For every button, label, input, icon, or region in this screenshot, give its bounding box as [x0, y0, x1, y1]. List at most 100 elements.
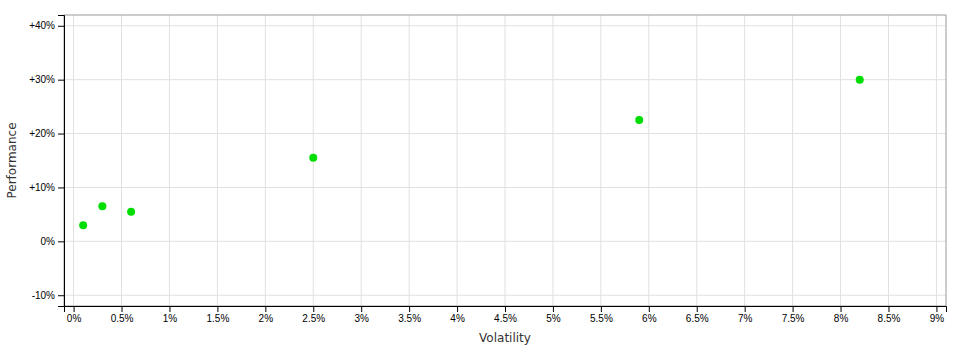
grid-line-x: [888, 15, 889, 306]
y-tick-label: 0%: [41, 236, 56, 247]
grid-line-x: [73, 15, 74, 306]
x-tick-mark: [457, 306, 458, 312]
x-tick: 0.5%: [111, 306, 134, 324]
y-tick: +20%: [29, 128, 64, 139]
x-axis-title: Volatility: [479, 331, 531, 345]
x-tick-mark: [936, 306, 937, 312]
y-tick: +30%: [29, 74, 64, 85]
x-tick-mark: [553, 306, 554, 312]
plot: 0% 0.5% 1% 1.5% 2% 2.5% 3% 3.5% 4% 4.5% 5% 5.5% 6% 6.…: [29, 15, 946, 324]
grid-line-x: [169, 15, 170, 306]
x-tick-label: 1.5%: [206, 313, 229, 324]
x-tick-mark: [217, 306, 218, 312]
grid-line-x: [792, 15, 793, 306]
grid-line-y: [64, 79, 946, 80]
x-tick-label: 6%: [642, 313, 657, 324]
y-tick-mark: [58, 80, 64, 81]
x-tick-label: 5.5%: [590, 313, 613, 324]
x-axis: 0% 0.5% 1% 1.5% 2% 2.5% 3% 3.5% 4% 4.5% 5% 5.5% 6% 6.…: [65, 306, 947, 324]
x-tick-label: 9%: [930, 313, 945, 324]
x-tick-mark: [745, 306, 746, 312]
y-tick-label: +10%: [29, 182, 55, 193]
x-tick: 7%: [738, 306, 753, 324]
y-tick: 0%: [41, 236, 64, 247]
y-tick-mark: [58, 241, 64, 242]
x-axis-line: [65, 307, 947, 313]
x-tick: 6%: [642, 306, 657, 324]
grid-line-y: [64, 241, 946, 242]
x-tick: 4.5%: [494, 306, 517, 324]
x-tick: 5%: [546, 306, 561, 324]
grid-line-x: [265, 15, 266, 306]
x-tick: 2.5%: [302, 306, 325, 324]
x-tick-mark: [649, 306, 650, 312]
x-tick-mark: [888, 306, 889, 312]
x-tick-label: 8%: [834, 313, 849, 324]
grid-line-y: [64, 295, 946, 296]
chart: 0% 0.5% 1% 1.5% 2% 2.5% 3% 3.5% 4% 4.5% 5% 5.5% 6% 6.…: [0, 0, 966, 350]
x-tick-mark: [409, 306, 410, 312]
grid-line-x: [936, 15, 937, 306]
grid-line-x: [121, 15, 122, 306]
grid-line-y: [64, 187, 946, 188]
x-tick-label: 7.5%: [782, 313, 805, 324]
x-tick: 1.5%: [206, 306, 229, 324]
x-tick-mark: [169, 306, 170, 312]
x-tick-mark: [313, 306, 314, 312]
point: [309, 154, 317, 162]
y-axis-line: [58, 16, 65, 307]
x-tick: 6.5%: [686, 306, 709, 324]
x-tick-mark: [841, 306, 842, 312]
y-tick-label: +40%: [29, 20, 55, 31]
grid-line-x: [409, 15, 410, 306]
x-tick-label: 0.5%: [111, 313, 134, 324]
x-tick-label: 4%: [450, 313, 465, 324]
x-tick: 3%: [354, 306, 369, 324]
x-tick-label: 5%: [546, 313, 561, 324]
point: [98, 202, 106, 210]
grid-line-x: [217, 15, 218, 306]
y-axis: -10% 0% +10% +20% +30% +40%: [29, 16, 64, 307]
x-tick-mark: [265, 306, 266, 312]
x-tick: 0%: [67, 306, 82, 324]
x-tick-label: 1%: [163, 313, 178, 324]
x-tick-label: 6.5%: [686, 313, 709, 324]
x-tick-label: 2.5%: [302, 313, 325, 324]
x-tick-label: 8.5%: [878, 313, 901, 324]
grid-line-x: [552, 15, 553, 306]
x-tick: 7.5%: [782, 306, 805, 324]
grid-line-x: [600, 15, 601, 306]
point: [79, 221, 87, 229]
y-tick-label: +20%: [29, 128, 55, 139]
x-tick-mark: [505, 306, 506, 312]
x-tick: 9%: [930, 306, 945, 324]
x-tick-label: 2%: [259, 313, 274, 324]
grid-line-x: [840, 15, 841, 306]
x-tick: 3.5%: [398, 306, 421, 324]
y-tick: -10%: [32, 290, 64, 301]
grid-line-y: [64, 133, 946, 134]
grid-line-y: [64, 25, 946, 26]
grid: [64, 15, 946, 306]
grid-line-x: [457, 15, 458, 306]
x-tick-mark: [74, 306, 75, 312]
point: [127, 208, 135, 216]
y-axis-title: Performance: [5, 122, 19, 198]
x-tick-mark: [793, 306, 794, 312]
grid-line-x: [744, 15, 745, 306]
grid-line-x: [696, 15, 697, 306]
point: [856, 76, 864, 84]
x-tick: 2%: [259, 306, 274, 324]
y-tick-mark: [58, 134, 64, 135]
x-tick-label: 0%: [67, 313, 82, 324]
plot-frame: [64, 15, 946, 306]
x-tick: 5.5%: [590, 306, 613, 324]
y-tick-label: -10%: [32, 290, 55, 301]
points: [79, 76, 864, 230]
y-tick-label: +30%: [29, 74, 55, 85]
x-tick-label: 3%: [354, 313, 369, 324]
y-tick-mark: [58, 295, 64, 296]
y-tick-mark: [58, 26, 64, 27]
grid-line-x: [505, 15, 506, 306]
x-tick-label: 3.5%: [398, 313, 421, 324]
